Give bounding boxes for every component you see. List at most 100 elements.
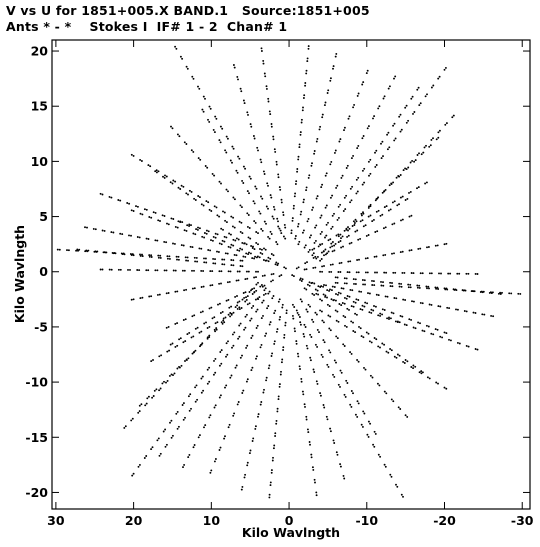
- uv-point: [298, 143, 301, 146]
- uv-point: [381, 308, 384, 311]
- uv-point: [362, 283, 365, 286]
- uv-point: [297, 355, 300, 358]
- uv-point: [269, 257, 272, 260]
- uv-point: [394, 320, 397, 323]
- uv-point: [209, 270, 212, 273]
- uv-point: [309, 359, 312, 362]
- uv-point: [398, 203, 400, 206]
- uv-point: [245, 298, 248, 301]
- uv-point: [358, 290, 361, 293]
- uv-point: [295, 180, 298, 183]
- uv-point: [412, 300, 415, 303]
- uv-point: [232, 311, 235, 314]
- uv-point: [333, 442, 336, 444]
- uv-point: [242, 255, 245, 258]
- uv-point: [188, 223, 191, 226]
- uv-point: [220, 321, 223, 324]
- uv-point: [245, 313, 248, 316]
- uv-point: [185, 143, 188, 145]
- uv-point: [346, 307, 349, 310]
- uv-point: [166, 222, 168, 225]
- uv-point: [339, 465, 342, 468]
- uv-point: [197, 226, 199, 229]
- uv-point: [417, 86, 420, 89]
- uv-point: [285, 309, 288, 312]
- uv-point: [188, 453, 191, 456]
- uv-point: [257, 243, 259, 246]
- uv-point: [176, 226, 179, 229]
- uv-point: [139, 212, 142, 215]
- uv-point: [344, 316, 347, 319]
- uv-point: [501, 291, 503, 294]
- uv-point: [175, 47, 178, 50]
- uv-point: [244, 278, 247, 281]
- uv-point: [154, 170, 157, 173]
- uv-point: [214, 258, 216, 261]
- uv-point: [139, 158, 142, 161]
- uv-point: [260, 284, 263, 286]
- uv-point: [373, 445, 376, 448]
- uv-point: [347, 229, 349, 232]
- uv-point: [312, 256, 315, 259]
- uv-point: [216, 214, 219, 217]
- uv-point: [446, 306, 449, 309]
- uv-point: [264, 259, 267, 262]
- uv-point: [355, 220, 358, 223]
- uv-point: [368, 205, 370, 208]
- uv-point: [306, 428, 309, 431]
- uv-point: [234, 239, 237, 242]
- uv-point: [389, 208, 392, 211]
- uv-point: [184, 340, 187, 343]
- uv-point: [315, 491, 318, 494]
- uv-point: [437, 382, 439, 385]
- uv-point: [385, 271, 388, 274]
- uv-point: [173, 372, 176, 375]
- uv-point: [356, 229, 359, 232]
- uv-point: [329, 315, 332, 318]
- uv-point: [417, 186, 420, 189]
- uv-point: [441, 336, 444, 339]
- uv-point: [308, 284, 311, 287]
- uv-point: [186, 67, 189, 70]
- uv-point: [372, 218, 375, 221]
- uv-point: [307, 250, 310, 253]
- uv-point: [176, 344, 179, 347]
- uv-point: [249, 319, 252, 322]
- uv-point: [407, 166, 410, 169]
- uv-point: [364, 257, 367, 260]
- uv-point: [410, 97, 413, 100]
- uv-point: [78, 248, 81, 251]
- uv-point: [163, 215, 166, 217]
- uv-point: [171, 127, 174, 130]
- uv-point: [229, 246, 232, 249]
- uv-point: [223, 263, 226, 266]
- uv-point: [316, 289, 319, 292]
- uv-point: [229, 233, 232, 236]
- uv-point: [130, 298, 133, 301]
- uv-point: [267, 256, 270, 259]
- uv-point: [67, 249, 70, 252]
- uv-point: [296, 170, 299, 173]
- uv-point: [299, 133, 302, 136]
- uv-point: [352, 321, 354, 324]
- uv-point: [257, 281, 259, 284]
- uv-point: [261, 274, 264, 277]
- uv-point: [293, 306, 296, 308]
- uv-point: [222, 228, 224, 231]
- uv-point: [235, 279, 238, 282]
- uv-point: [372, 280, 375, 283]
- uv-point: [393, 139, 396, 142]
- uv-point: [181, 221, 184, 224]
- uv-point: [419, 301, 422, 304]
- uv-point: [337, 383, 340, 386]
- uv-point: [206, 337, 209, 340]
- uv-point: [145, 269, 148, 272]
- uv-point: [299, 213, 302, 216]
- uv-point: [410, 366, 413, 368]
- uv-point: [271, 297, 274, 300]
- uv-point: [211, 270, 214, 273]
- uv-point: [354, 283, 357, 285]
- uv-point: [267, 184, 269, 187]
- uv-point: [404, 414, 407, 417]
- uv-point: [334, 149, 337, 152]
